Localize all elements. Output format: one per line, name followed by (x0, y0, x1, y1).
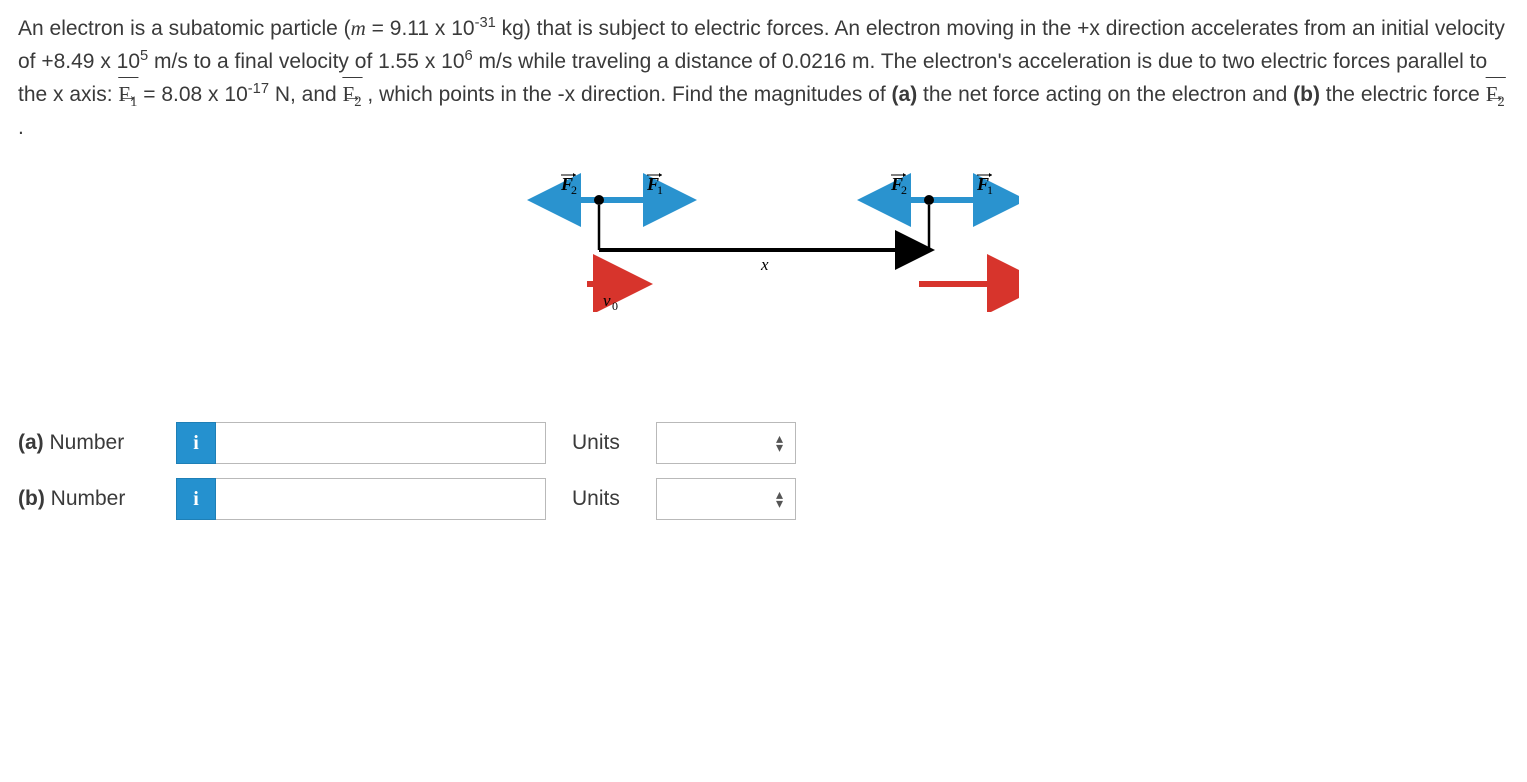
units-select-a[interactable]: ▴▾ (656, 422, 796, 464)
vf-exp: 6 (465, 48, 473, 64)
vector-F2-b: —→F2 (1486, 78, 1505, 111)
chevron-updown-icon: ▴▾ (776, 490, 783, 508)
svg-text:2: 2 (571, 183, 577, 197)
answer-section: (a) Number i Units ▴▾ (b) Number i Units… (18, 422, 1509, 520)
force-diagram: F 2 F 1 x F 2 F 1 (18, 172, 1509, 312)
text: the electric force (1320, 83, 1486, 106)
part-a-marker: (a) (892, 83, 918, 106)
vector-F1: —→F1 (118, 78, 137, 111)
svg-text:1: 1 (657, 183, 663, 197)
v0-exp: 5 (140, 48, 148, 64)
mass-exp: -31 (475, 15, 496, 31)
answer-b-input[interactable] (216, 478, 546, 520)
answer-a-label: (a) Number (18, 427, 176, 460)
text: the net force acting on the electron and (917, 83, 1293, 106)
mass-var: m (351, 16, 366, 40)
text: m/s to a final velocity of 1.55 x 10 (148, 50, 464, 73)
text: An electron is a subatomic particle ( (18, 17, 351, 40)
units-select-b[interactable]: ▴▾ (656, 478, 796, 520)
svg-text:1: 1 (987, 183, 993, 197)
part-b-marker: (b) (1293, 83, 1320, 106)
text: = 8.08 x 10 (137, 83, 247, 106)
units-label-a: Units (572, 427, 642, 460)
text: = 9.11 x 10 (366, 17, 475, 40)
problem-statement: An electron is a subatomic particle (m =… (18, 12, 1508, 144)
answer-row-b: (b) Number i Units ▴▾ (18, 478, 1509, 520)
answer-a-input[interactable] (216, 422, 546, 464)
svg-text:2: 2 (901, 183, 907, 197)
vector-F2: —→F2 (343, 78, 362, 111)
svg-text:v: v (603, 291, 611, 310)
info-badge-icon[interactable]: i (176, 422, 216, 464)
text: . (18, 116, 24, 139)
info-badge-icon[interactable]: i (176, 478, 216, 520)
F1-exp: -17 (248, 81, 269, 97)
svg-text:0: 0 (612, 299, 618, 312)
chevron-updown-icon: ▴▾ (776, 434, 783, 452)
answer-b-label: (b) Number (18, 483, 176, 516)
text: , which points in the -x direction. Find… (362, 83, 892, 106)
svg-text:x: x (760, 255, 769, 274)
text: N, and (269, 83, 343, 106)
units-label-b: Units (572, 483, 642, 516)
answer-row-a: (a) Number i Units ▴▾ (18, 422, 1509, 464)
